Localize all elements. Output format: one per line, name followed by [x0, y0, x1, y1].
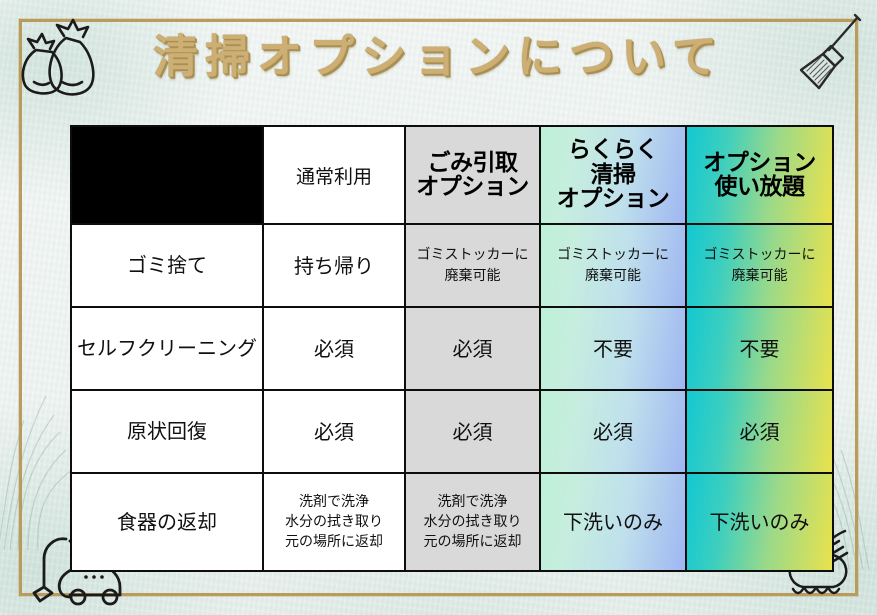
table-header-row: 通常利用 ごみ引取 オプション らくらく 清掃 オプション オプション 使い放題: [70, 125, 834, 225]
cell-value: 必須: [593, 419, 633, 444]
cell-line: ゴミストッカーに: [557, 247, 669, 264]
cell-line: 洗剤で洗浄: [437, 493, 508, 510]
header-cell-unlimited-options: オプション 使い放題: [685, 125, 834, 225]
cell-value: 不要: [593, 336, 633, 361]
cell-normal-use: 洗剤で洗浄 水分の拭き取り 元の場所に返却: [262, 472, 406, 572]
header-cell-blank: [70, 125, 264, 225]
header-line: オプション: [703, 149, 816, 176]
cell-normal-use: 必須: [262, 306, 406, 391]
page-title: 清掃オプションについて: [153, 30, 724, 83]
cell-value: 必須: [739, 419, 780, 444]
row-label: 食器の返却: [117, 509, 217, 534]
cell-unlimited-options: 不要: [685, 306, 834, 391]
cell-line: 水分の拭き取り: [285, 513, 383, 530]
cell-easy-cleaning: 必須: [539, 389, 687, 474]
row-label-trash-disposal: ゴミ捨て: [70, 223, 264, 308]
cell-value: 必須: [452, 419, 493, 444]
cell-normal-use: 持ち帰り: [262, 223, 406, 308]
cell-easy-cleaning: ゴミストッカーに 廃棄可能: [539, 223, 687, 308]
header-line: オプション: [416, 174, 529, 200]
cell-trash-pickup: ゴミストッカーに 廃棄可能: [404, 223, 541, 308]
cell-value: 持ち帰り: [294, 253, 374, 278]
table-row: 原状回復 必須 必須 必須 必須: [70, 389, 834, 474]
header-line: ごみ引取: [427, 149, 519, 176]
cell-unlimited-options: ゴミストッカーに 廃棄可能: [685, 223, 834, 308]
header-line: らくらく: [568, 137, 659, 164]
cell-line: 廃棄可能: [731, 267, 788, 284]
header-cell-normal-use: 通常利用: [262, 125, 406, 225]
row-label-dish-return: 食器の返却: [70, 472, 264, 572]
row-label-self-cleaning: セルフクリーニング: [70, 306, 264, 391]
cell-value: 下洗いのみ: [709, 510, 810, 534]
header-line: オプション: [556, 186, 670, 213]
cleaning-options-table: 通常利用 ごみ引取 オプション らくらく 清掃 オプション オプション 使い放題: [70, 125, 834, 572]
row-label: ゴミ捨て: [127, 253, 207, 277]
cell-line: ゴミストッカーに: [416, 247, 529, 264]
comparison-table-wrapper: 通常利用 ごみ引取 オプション らくらく 清掃 オプション オプション 使い放題: [70, 125, 834, 572]
cell-trash-pickup: 必須: [404, 306, 541, 391]
cell-trash-pickup: 洗剤で洗浄 水分の拭き取り 元の場所に返却: [404, 472, 541, 572]
row-label: セルフクリーニング: [77, 336, 257, 360]
cell-unlimited-options: 下洗いのみ: [685, 472, 834, 572]
cell-value: 不要: [739, 336, 780, 361]
row-label-restoration: 原状回復: [70, 389, 264, 474]
cell-value: 下洗いのみ: [563, 510, 663, 534]
cell-line: 元の場所に返却: [423, 534, 522, 551]
table-row: 食器の返却 洗剤で洗浄 水分の拭き取り 元の場所に返却 洗剤で洗浄 水分の拭き取…: [70, 472, 834, 572]
cell-value: 必須: [452, 336, 493, 361]
cell-trash-pickup: 必須: [404, 389, 541, 474]
header-line: 清掃: [590, 161, 637, 188]
header-cell-trash-pickup: ごみ引取 オプション: [404, 125, 541, 225]
cell-line: ゴミストッカーに: [703, 247, 816, 264]
cell-line: 水分の拭き取り: [423, 513, 522, 530]
cell-normal-use: 必須: [262, 389, 406, 474]
cell-line: 元の場所に返却: [285, 534, 383, 551]
cell-line: 廃棄可能: [444, 267, 501, 284]
cell-unlimited-options: 必須: [685, 389, 834, 474]
header-line: 使い放題: [714, 174, 806, 200]
cell-value: 必須: [314, 419, 354, 444]
cell-easy-cleaning: 下洗いのみ: [539, 472, 687, 572]
cell-easy-cleaning: 不要: [539, 306, 687, 391]
header-cell-easy-cleaning: らくらく 清掃 オプション: [539, 125, 687, 225]
cell-value: 必須: [314, 336, 354, 361]
table-row: ゴミ捨て 持ち帰り ゴミストッカーに 廃棄可能 ゴミストッカーに 廃棄可能 ゴミ: [70, 223, 834, 308]
table-row: セルフクリーニング 必須 必須 不要 不要: [70, 306, 834, 391]
row-label: 原状回復: [127, 419, 207, 443]
cell-line: 洗剤で洗浄: [299, 493, 369, 510]
cell-line: 廃棄可能: [585, 267, 641, 284]
